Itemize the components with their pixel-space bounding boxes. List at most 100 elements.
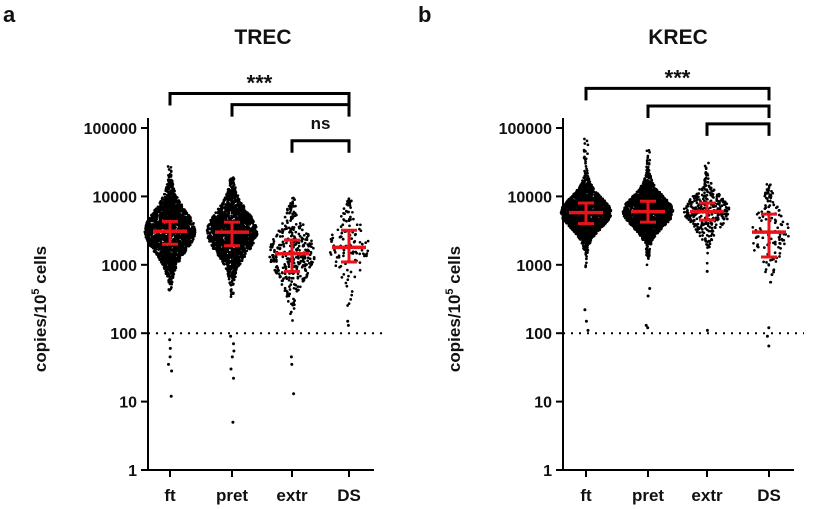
data-point [226,208,230,212]
data-point [234,209,238,212]
data-point [276,269,280,273]
data-point [366,239,370,243]
data-point [150,245,154,249]
data-point [336,228,340,232]
data-point [164,217,168,221]
data-point [354,232,357,236]
data-point [157,246,161,250]
outlier-point [290,362,294,366]
data-point [288,203,292,207]
data-point [276,246,280,250]
data-point [226,205,230,208]
data-point [181,244,185,247]
data-point [216,253,220,257]
data-point [248,222,251,226]
data-point [346,278,350,282]
data-point [231,255,234,259]
data-point [309,263,313,267]
data-point [228,207,232,210]
data-point [145,237,149,241]
data-point [178,215,181,219]
data-point [183,250,187,254]
data-point [310,239,313,243]
data-point [331,236,335,240]
data-point [179,245,183,249]
y-tick-label: 10000 [508,189,553,206]
data-point [306,243,310,246]
data-point [347,274,350,278]
data-point [181,217,185,221]
data-point [291,202,294,205]
data-point [348,204,352,207]
data-point [209,218,213,222]
data-point [219,253,223,256]
data-point [151,223,155,226]
y-tick-label: 100 [525,326,552,343]
data-point [162,226,165,229]
data-point [212,236,215,239]
data-point [167,267,170,271]
data-point [179,241,183,245]
data-point [254,224,258,228]
data-point [286,292,289,296]
data-point [229,288,233,292]
data-point [352,217,355,221]
data-point [188,241,192,245]
data-point [228,184,232,187]
data-point [233,195,237,199]
data-point [240,256,244,259]
data-point [289,217,293,221]
data-point [153,238,156,242]
data-point [220,217,224,220]
data-point [312,255,316,259]
data-point [234,257,237,261]
data-point [287,265,291,269]
data-point [173,267,177,271]
data-point [245,246,249,249]
data-point [293,303,296,307]
data-point [273,268,277,272]
data-point [304,238,307,241]
data-point [160,202,164,206]
outlier-point [170,369,174,373]
data-group-pret [205,176,259,424]
data-point [224,197,228,200]
x-tick-label: ft [580,486,592,505]
data-point [224,237,228,241]
data-point [224,234,228,238]
data-point [228,275,231,279]
data-point [230,198,234,202]
data-point [146,226,150,230]
data-point [312,246,315,250]
data-point [172,210,175,214]
data-point [302,260,306,264]
data-point [164,187,168,191]
data-point [241,241,245,245]
data-point [224,203,228,207]
data-point [162,216,166,220]
data-point [291,196,294,200]
data-point [186,221,190,225]
data-point [169,170,173,173]
data-point [241,249,245,253]
data-point [222,198,226,202]
data-point [171,233,174,237]
data-point [299,224,303,228]
data-point [245,239,249,243]
data-point [333,251,337,254]
data-point [305,232,308,235]
significance-label: *** [247,70,273,95]
data-point [306,248,310,252]
data-point [237,240,241,244]
data-point [156,251,159,255]
data-point [222,228,226,231]
data-point [186,233,190,237]
panel-label: a [3,2,16,27]
data-group-DS [328,197,370,327]
data-point [302,233,306,237]
data-point [186,226,189,230]
data-point [353,275,357,279]
data-point [358,261,362,264]
data-point [346,268,349,272]
